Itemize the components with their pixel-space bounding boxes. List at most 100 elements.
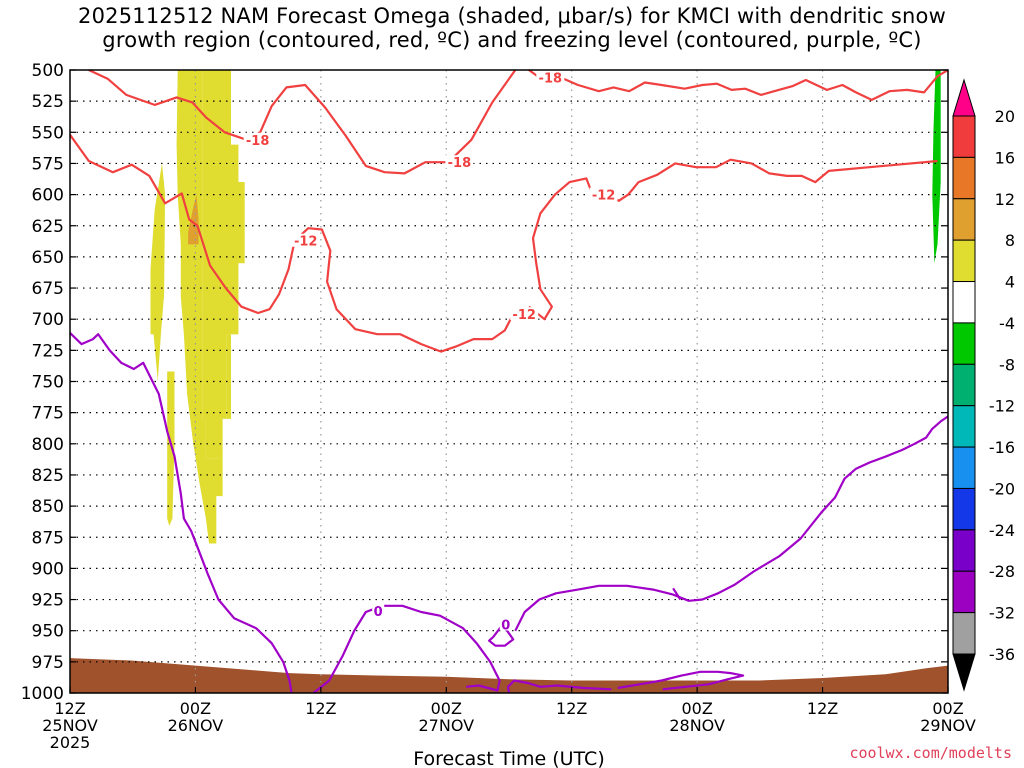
omega-region-1 — [176, 70, 245, 544]
x-tick-label-72-0: 12Z — [807, 699, 838, 718]
colorbar-label-7: -12 — [989, 397, 1015, 416]
contour-line-9 — [506, 679, 612, 694]
contour-line-3 — [69, 134, 296, 315]
contour-label-3: -12 — [294, 235, 318, 250]
contour-line-8 — [312, 604, 501, 694]
colorbar-segment-7 — [952, 363, 976, 407]
colorbar-bottom-triangle — [952, 653, 976, 692]
y-tick-label-775: 775 — [32, 404, 64, 424]
y-tick-label-900: 900 — [32, 559, 64, 579]
contour-label-bg-5 — [510, 307, 539, 321]
y-tick-label-750: 750 — [32, 373, 64, 393]
colorbar-segment-4 — [952, 239, 976, 283]
colorbar-segment-3 — [952, 198, 976, 241]
x-tick-label-12-0: 00Z — [180, 699, 211, 718]
contour-line-6 — [600, 158, 938, 202]
x-tick-label-48-0: 12Z — [556, 699, 587, 718]
colorbar-label-8: -16 — [989, 438, 1015, 457]
contour-line-13 — [672, 587, 682, 601]
x-axis-label: Forecast Time (UTC) — [413, 748, 604, 768]
colorbar-label-2: 12 — [995, 190, 1015, 209]
contour-line-0 — [88, 69, 517, 175]
x-tick-label-0-2: 2025 — [50, 733, 91, 752]
x-tick-label-84-1: 29NOV — [920, 716, 976, 735]
x-tick-label-36-1: 27NOV — [418, 716, 474, 735]
y-tick-label-600: 600 — [32, 186, 64, 206]
credit-text: coolwx.com/modelts — [849, 744, 1012, 762]
contour-line-12 — [617, 670, 745, 691]
omega-region-5 — [932, 70, 941, 264]
contour-label-bg-2 — [536, 70, 565, 84]
contour-label-bg-6 — [589, 187, 618, 201]
colorbar-label-1: 16 — [995, 148, 1015, 167]
y-tick-label-700: 700 — [32, 310, 64, 330]
y-axis: 500 525 550 575 600 625 650 675 700 725 750 775 800 8… — [21, 61, 948, 704]
y-tick-label-675: 675 — [32, 279, 64, 299]
chart-title: 2025112512 NAM Forecast Omega (shaded, μ… — [0, 4, 1024, 52]
y-tick-label-650: 650 — [32, 248, 64, 268]
contour-label-0: -18 — [246, 134, 270, 149]
y-tick-label-825: 825 — [32, 466, 64, 486]
y-tick-label-550: 550 — [32, 123, 64, 143]
colorbar-segment-2 — [952, 156, 976, 200]
y-tick-label-1000: 1000 — [21, 684, 64, 704]
y-tick-label-725: 725 — [32, 341, 64, 361]
colorbar-label-12: -32 — [989, 604, 1015, 623]
colorbar-label-11: -28 — [989, 562, 1015, 581]
omega-region-2 — [150, 163, 166, 382]
colorbar: 20 16 12 8 4 -4 -8 -12 -16 -20 -24 -28 -32 -36 — [952, 78, 1015, 692]
contour-label-5: -12 — [512, 308, 536, 323]
omega-region-3 — [167, 371, 175, 526]
x-tick-label-36-0: 00Z — [431, 699, 462, 718]
y-tick-label-975: 975 — [32, 653, 64, 673]
colorbar-segment-8 — [952, 405, 976, 448]
y-tick-label-525: 525 — [32, 92, 64, 112]
contour-lines — [69, 69, 949, 694]
colorbar-segment-12 — [952, 570, 976, 614]
contour-label-2: -18 — [539, 71, 563, 86]
contour-line-2 — [528, 69, 949, 102]
contour-label-bg-9 — [499, 617, 512, 631]
colorbar-segment-11 — [952, 529, 976, 572]
x-tick-label-84-0: 00Z — [932, 699, 963, 718]
colorbar-segment-10 — [952, 487, 976, 531]
y-tick-label-800: 800 — [32, 435, 64, 455]
y-tick-label-625: 625 — [32, 217, 64, 237]
contour-label-6: -12 — [592, 189, 616, 204]
colorbar-label-9: -20 — [989, 479, 1015, 498]
colorbar-label-13: -36 — [989, 645, 1015, 664]
contour-line-11 — [514, 415, 949, 632]
colorbar-segment-6 — [952, 322, 976, 365]
contour-label-bg-1 — [445, 155, 474, 169]
colorbar-segment-1 — [952, 115, 976, 158]
y-tick-label-850: 850 — [32, 497, 64, 517]
x-tick-label-0-1: 25NOV — [42, 716, 98, 735]
contour-label-bg-0 — [243, 132, 272, 146]
x-tick-label-0-0: 12Z — [54, 699, 85, 718]
contour-label-bg-7 — [372, 603, 385, 617]
colorbar-segment-9 — [952, 446, 976, 489]
y-tick-label-575: 575 — [32, 154, 64, 174]
contour-line-7 — [69, 332, 293, 694]
contour-labels: -18 -18 -18 -12 -12 -12 0 0 — [243, 70, 618, 633]
colorbar-top-triangle — [952, 78, 976, 117]
colorbar-label-4: 4 — [1005, 273, 1015, 292]
y-tick-label-500: 500 — [32, 61, 64, 81]
title-line-1: 2025112512 NAM Forecast Omega (shaded, μ… — [78, 4, 946, 28]
y-tick-label-875: 875 — [32, 528, 64, 548]
x-tick-label-12-1: 26NOV — [168, 716, 224, 735]
omega-shading — [150, 70, 941, 544]
title-line-2: growth region (contoured, red, ºC) and f… — [102, 28, 922, 52]
x-tick-label-60-0: 00Z — [681, 699, 712, 718]
contour-label-9: 0 — [501, 618, 510, 633]
contour-label-1: -18 — [448, 156, 472, 171]
colorbar-segment-13 — [952, 612, 976, 655]
colorbar-label-6: -8 — [999, 355, 1015, 374]
contour-label-bg-3 — [291, 233, 320, 247]
colorbar-label-3: 8 — [1005, 231, 1015, 250]
y-tick-label-950: 950 — [32, 622, 64, 642]
x-tick-label-24-0: 12Z — [305, 699, 336, 718]
contour-line-4 — [293, 227, 515, 353]
